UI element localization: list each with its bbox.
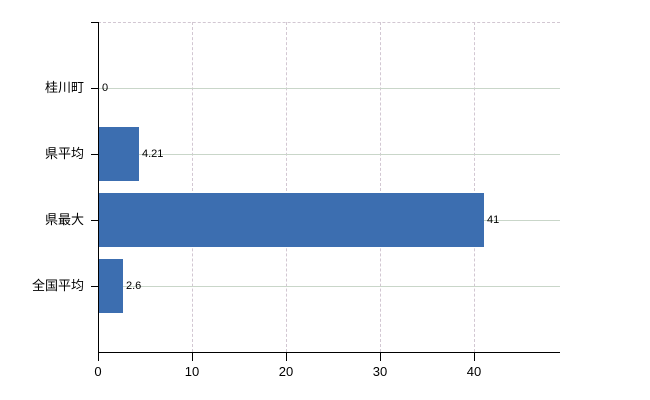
- category-label: 桂川町: [44, 80, 84, 95]
- x-axis-tick: [474, 353, 475, 361]
- category-tick: [91, 88, 98, 89]
- x-axis-tick: [98, 353, 99, 361]
- plot-top-gridline: [98, 22, 560, 23]
- category-label: 全国平均: [31, 278, 84, 293]
- bar-value-label: 4.21: [142, 148, 164, 160]
- bar-県平均: [99, 127, 139, 181]
- value-gridline-20: [286, 22, 287, 352]
- x-axis-line: [98, 352, 560, 353]
- bar-value-label: 2.6: [126, 280, 142, 292]
- bar-全国平均: [99, 259, 123, 313]
- x-tick-label: 30: [372, 364, 388, 379]
- x-tick-label: 0: [94, 364, 102, 379]
- bar-県最大: [99, 193, 484, 247]
- category-tick: [91, 154, 98, 155]
- category-gridline: [99, 286, 560, 287]
- value-gridline-40: [474, 22, 475, 352]
- category-gridline: [99, 88, 560, 89]
- value-gridline-10: [192, 22, 193, 352]
- category-tick: [91, 286, 98, 287]
- bar-value-label: 0: [102, 82, 109, 94]
- x-tick-label: 40: [466, 364, 482, 379]
- category-tick: [91, 220, 98, 221]
- x-axis-tick: [380, 353, 381, 361]
- bar-value-label: 41: [487, 214, 500, 226]
- value-gridline-30: [380, 22, 381, 352]
- y-axis-line: [98, 22, 99, 352]
- category-label: 県最大: [44, 212, 84, 227]
- x-axis-tick: [286, 353, 287, 361]
- x-axis-tick: [192, 353, 193, 361]
- y-axis-top-tick: [91, 22, 98, 23]
- category-label: 県平均: [44, 146, 84, 161]
- x-tick-label: 20: [278, 364, 294, 379]
- x-tick-label: 10: [184, 364, 200, 379]
- category-gridline: [99, 154, 560, 155]
